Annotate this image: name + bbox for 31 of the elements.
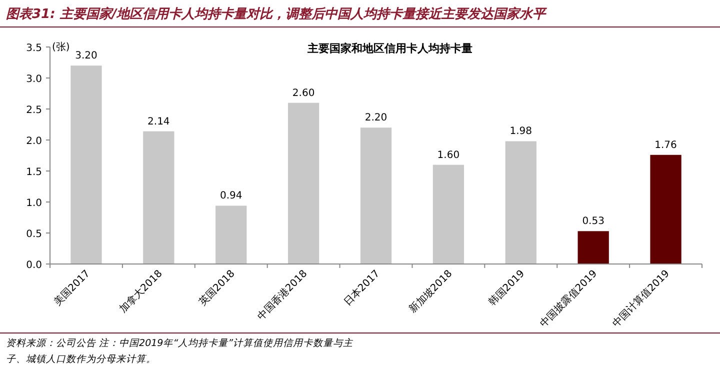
bar (432, 164, 464, 264)
data-label: 1.98 (510, 126, 532, 138)
data-label: 2.20 (364, 112, 388, 124)
data-label: 2.14 (148, 116, 170, 128)
data-label: 0.94 (220, 190, 242, 202)
bar (216, 206, 247, 264)
y-tick-label: 2.5 (26, 105, 42, 116)
text: 子、城镇人口数作为分母来计算。 (6, 354, 156, 365)
data-label: 0.53 (582, 216, 604, 228)
y-tick-label: 3.5 (26, 43, 42, 54)
bar (578, 231, 609, 264)
chart-title: 图表31: 主要国家/地区信用卡人均持卡量对比，调整后中国人均持卡量接近主要发达国家水平 (6, 6, 548, 22)
bar (143, 131, 174, 264)
y-tick-label: 1.5 (26, 167, 42, 178)
bar (360, 128, 392, 264)
data-label: 1.60 (437, 150, 460, 161)
text: 资料来源：公司公告 注：中国2019年“人均持卡量”计算值使用信用卡数量与主 (6, 338, 354, 349)
chart-subtitle: 主要国家和地区信用卡人均持卡量 (306, 42, 472, 55)
y-tick-label: 0.5 (26, 229, 42, 240)
data-label: 3.20 (75, 50, 98, 62)
y-axis-title: (张) (52, 41, 70, 53)
bar (70, 66, 102, 264)
y-tick-label: 0.0 (26, 260, 42, 271)
y-tick-label: 3.0 (26, 74, 42, 85)
y-tick-label: 2.0 (26, 136, 42, 147)
data-label: 2.60 (292, 88, 315, 99)
bar (288, 102, 320, 264)
data-label: 1.76 (654, 140, 677, 151)
y-tick-label: 1.0 (26, 198, 42, 209)
bar (505, 141, 536, 264)
bar (650, 154, 682, 264)
